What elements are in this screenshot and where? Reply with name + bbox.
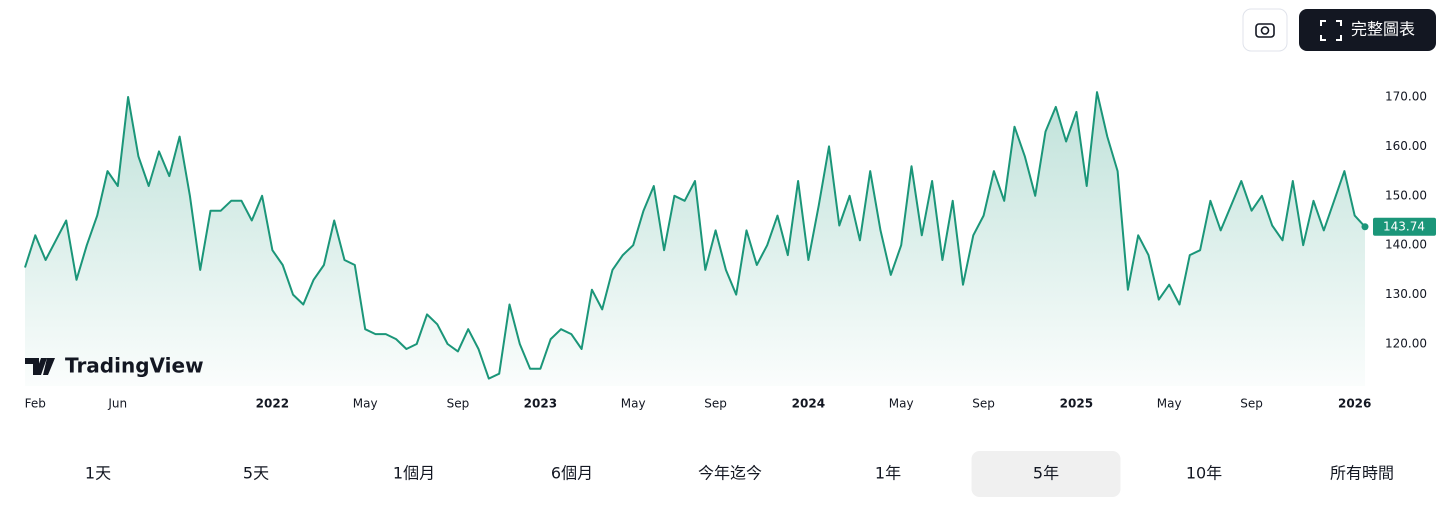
watermark-icon [25, 358, 55, 375]
x-tick-label: May [621, 397, 646, 411]
range-button[interactable]: 1個月 [393, 464, 435, 483]
watermark: TradingView [25, 354, 204, 378]
range-button[interactable]: 6個月 [551, 464, 593, 483]
x-tick-label: Jun [107, 397, 127, 411]
y-tick-label: 120.00 [1385, 337, 1427, 351]
x-tick-label: Sep [1240, 397, 1263, 411]
x-tick-label: 2023 [524, 397, 557, 411]
expand-icon [1320, 20, 1342, 41]
x-tick-label: May [1157, 397, 1182, 411]
x-tick-label: 2026 [1338, 397, 1371, 411]
range-button[interactable]: 10年 [1186, 464, 1222, 483]
camera-button-bg [1242, 8, 1288, 52]
camera-button[interactable] [1242, 8, 1288, 52]
last-point [1361, 223, 1369, 231]
range-button[interactable]: 1天 [85, 464, 111, 483]
watermark-text: TradingView [65, 354, 204, 378]
last-price-tag [1373, 217, 1436, 236]
plot: 120.00 130.00 140.00 150.00 160.00 170.00 Feb J… [24, 90, 1436, 411]
y-tick-label: 140.00 [1385, 238, 1427, 252]
x-tick-label: 2024 [792, 397, 825, 411]
full-chart-label: 完整圖表 [1351, 20, 1415, 39]
x-tick-label: 2022 [256, 397, 289, 411]
x-tick-label: Feb [25, 397, 46, 411]
area-fill [25, 92, 1365, 386]
y-tick-label: 170.00 [1385, 90, 1427, 104]
range-button[interactable]: 5年 [1033, 464, 1059, 483]
range-button[interactable]: 今年迄今 [698, 464, 762, 483]
selected-range-bg [971, 451, 1121, 497]
x-tick-label: Sep [704, 397, 727, 411]
range-button[interactable]: 5天 [243, 464, 269, 483]
last-price-label: 143.74 [1383, 219, 1425, 233]
y-tick-label: 150.00 [1385, 188, 1427, 202]
x-tick-label: Sep [972, 397, 995, 411]
x-tick-label: May [353, 397, 378, 411]
range-button[interactable]: 1年 [875, 464, 901, 483]
range-button[interactable]: 所有時間 [1330, 464, 1394, 483]
y-tick-label: 160.00 [1385, 139, 1427, 153]
y-tick-label: 130.00 [1385, 287, 1427, 301]
x-tick-label: Sep [447, 397, 470, 411]
x-tick-label: May [889, 397, 914, 411]
camera-lens [1260, 26, 1270, 35]
full-chart-button[interactable]: 完整圖表 [1299, 9, 1436, 51]
x-tick-label: 2025 [1060, 397, 1093, 411]
full-chart-bg [1299, 9, 1436, 51]
camera-icon [1255, 23, 1275, 38]
price-line [24, 91, 1366, 380]
